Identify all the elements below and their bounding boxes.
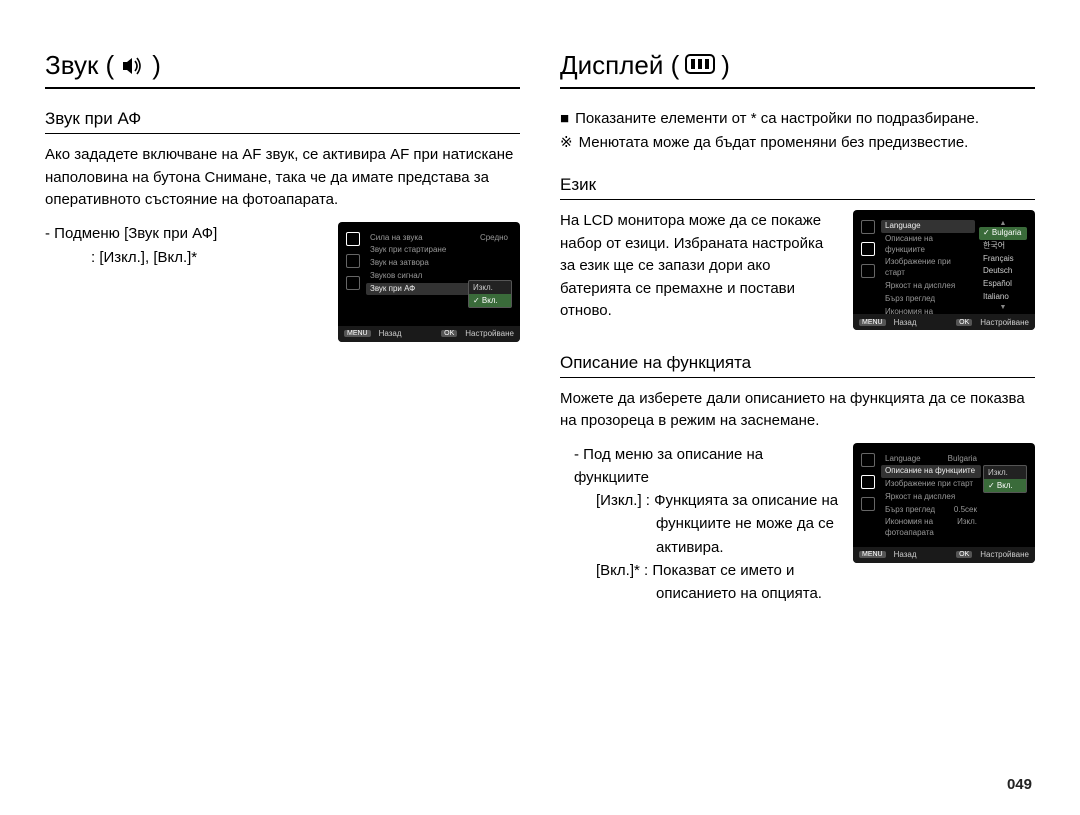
sound-icon xyxy=(120,53,146,79)
title-text-right: Дисплей ( xyxy=(560,50,679,81)
side-icon-display xyxy=(861,242,875,256)
ok-btn-icon: OK xyxy=(441,330,457,337)
lcd-language: LanguageОписание на функциитеИзображение… xyxy=(853,210,1035,330)
right-column: Дисплей ( ) ■Показаните елементи от * са… xyxy=(560,50,1035,605)
ok-btn-icon: OK xyxy=(956,551,972,558)
lcd-funcdesc: LanguageBulgariaОписание на функциитеИзо… xyxy=(853,443,1035,563)
lcd1-options: Изкл.✓ Вкл. xyxy=(468,280,512,308)
opt-on-text2: описанието на опцията. xyxy=(574,582,839,605)
lcd2-footer: MENU Назад OK Настройване xyxy=(853,314,1035,330)
lcd-menu-row: Звук на затвора xyxy=(366,257,512,270)
lcd-af-sound: Сила на звукаСредноЗвук при стартиранеЗв… xyxy=(338,222,520,342)
lcd3-side-icons xyxy=(859,453,877,511)
side-icon-sound xyxy=(861,220,875,234)
lcd-menu-row: Описание на функциите xyxy=(881,233,975,257)
lcd-menu-row: Language xyxy=(881,220,975,233)
lcd-side-icons xyxy=(344,232,362,290)
lcd-menu-row: Изображение при старт xyxy=(881,256,975,280)
lcd-lang-option: Français xyxy=(979,253,1027,266)
side-icon-display xyxy=(861,475,875,489)
funcdesc-para: Можете да изберете дали описанието на фу… xyxy=(560,388,1035,433)
set-label: Настройване xyxy=(980,318,1029,327)
opt-off-text2: функциите не може да се xyxy=(574,512,839,535)
ok-btn-icon: OK xyxy=(956,319,972,326)
lcd-option: Изкл. xyxy=(984,466,1026,479)
lcd3-menu: LanguageBulgariaОписание на функциитеИзо… xyxy=(881,453,981,541)
lcd3-footer: MENU Назад OK Настройване xyxy=(853,547,1035,563)
back-btn-icon: MENU xyxy=(859,319,886,326)
side-icon-display xyxy=(346,254,360,268)
lcd-lang-option: 한국어 xyxy=(979,240,1027,253)
lcd2-menu: LanguageОписание на функциитеИзображение… xyxy=(881,220,975,329)
opt-on: [Вкл.]* : Показват се името и xyxy=(574,559,839,582)
lcd-menu-row: Изображение при старт xyxy=(881,478,981,491)
note-row: ※Менютата може да бъдат променяни без пр… xyxy=(560,131,1035,155)
submenu-label: - Подменю [Звук при АФ] xyxy=(45,222,324,246)
lcd2-side-icons xyxy=(859,220,877,278)
opt-on-text1: Показват се името и xyxy=(652,562,794,579)
title-close-left: ) xyxy=(152,50,161,81)
set-label: Настройване xyxy=(980,550,1029,559)
lcd-menu-row: Яркост на дисплея xyxy=(881,280,975,293)
left-column: Звук ( ) Звук при АФ Ако зададете включв… xyxy=(45,50,520,605)
lcd-menu-row: Бърз преглед0.5сек xyxy=(881,504,981,517)
funcdesc-options: - Под меню за описание на функциите [Изк… xyxy=(560,443,839,606)
display-icon xyxy=(685,54,715,78)
language-block: На LCD монитора може да се покаже набор … xyxy=(560,210,1035,333)
lcd3-options: Изкл.✓ Вкл. xyxy=(983,465,1027,493)
opt-on-label: [Вкл.]* : xyxy=(596,562,648,579)
lcd-menu-row: LanguageBulgaria xyxy=(881,453,981,466)
notes: ■Показаните елементи от * са настройки п… xyxy=(560,107,1035,155)
submenu-values: : [Изкл.], [Вкл.]* xyxy=(45,246,324,270)
funcdesc-block: - Под меню за описание на функциите [Изк… xyxy=(560,443,1035,606)
submenu-label: - Под меню за описание на функциите xyxy=(574,443,839,490)
back-label: Назад xyxy=(894,318,917,327)
manual-page: Звук ( ) Звук при АФ Ако зададете включв… xyxy=(45,50,1035,605)
opt-off-label: [Изкл.] : xyxy=(596,492,650,509)
side-icon-settings xyxy=(346,276,360,290)
lcd-menu-row: Икономия на фотоапаратаИзкл. xyxy=(881,516,981,540)
lcd1-footer: MENU Назад OK Настройване xyxy=(338,326,520,342)
lcd-option: Изкл. xyxy=(469,281,511,294)
side-icon-sound xyxy=(346,232,360,246)
af-sound-para: Ако зададете включване на AF звук, се ак… xyxy=(45,144,520,212)
opt-off: [Изкл.] : Функцията за описание на xyxy=(574,489,839,512)
language-heading: Език xyxy=(560,175,1035,200)
lcd-lang-option: Deutsch xyxy=(979,265,1027,278)
note-row: ■Показаните елементи от * са настройки п… xyxy=(560,107,1035,131)
opt-off-text3: активира. xyxy=(574,536,839,559)
funcdesc-heading: Описание на функцията xyxy=(560,353,1035,378)
lcd-menu-row: Звук при стартиране xyxy=(366,244,512,257)
lcd-lang-option: ✓ Bulgaria xyxy=(979,227,1027,240)
lcd-menu-row: Описание на функциите xyxy=(881,465,981,478)
title-text-left: Звук ( xyxy=(45,50,114,81)
side-icon-settings xyxy=(861,497,875,511)
af-sound-heading: Звук при АФ xyxy=(45,109,520,134)
opt-off-text1: Функцията за описание на xyxy=(654,492,838,509)
back-label: Назад xyxy=(379,329,402,338)
lcd2-options: ▲✓ Bulgaria한국어FrançaisDeutschEspañolItal… xyxy=(979,220,1027,311)
side-icon-sound xyxy=(861,453,875,467)
lcd-option: ✓ Вкл. xyxy=(984,479,1026,492)
page-number: 049 xyxy=(1007,776,1032,793)
back-label: Назад xyxy=(894,550,917,559)
side-icon-settings xyxy=(861,264,875,278)
lcd-lang-option: Español xyxy=(979,278,1027,291)
back-btn-icon: MENU xyxy=(859,551,886,558)
lcd-menu-row: Бърз преглед xyxy=(881,293,975,306)
display-title: Дисплей ( ) xyxy=(560,50,1035,89)
lcd-menu-row: Яркост на дисплея xyxy=(881,491,981,504)
back-btn-icon: MENU xyxy=(344,330,371,337)
title-close-right: ) xyxy=(721,50,730,81)
lcd-menu-row: Сила на звукаСредно xyxy=(366,232,512,245)
lcd-option: ✓ Вкл. xyxy=(469,294,511,307)
language-para: На LCD монитора може да се покаже набор … xyxy=(560,210,839,323)
set-label: Настройване xyxy=(465,329,514,338)
af-sound-block: - Подменю [Звук при АФ] : [Изкл.], [Вкл.… xyxy=(45,222,520,342)
lcd-lang-option: Italiano xyxy=(979,291,1027,304)
sound-title: Звук ( ) xyxy=(45,50,520,89)
